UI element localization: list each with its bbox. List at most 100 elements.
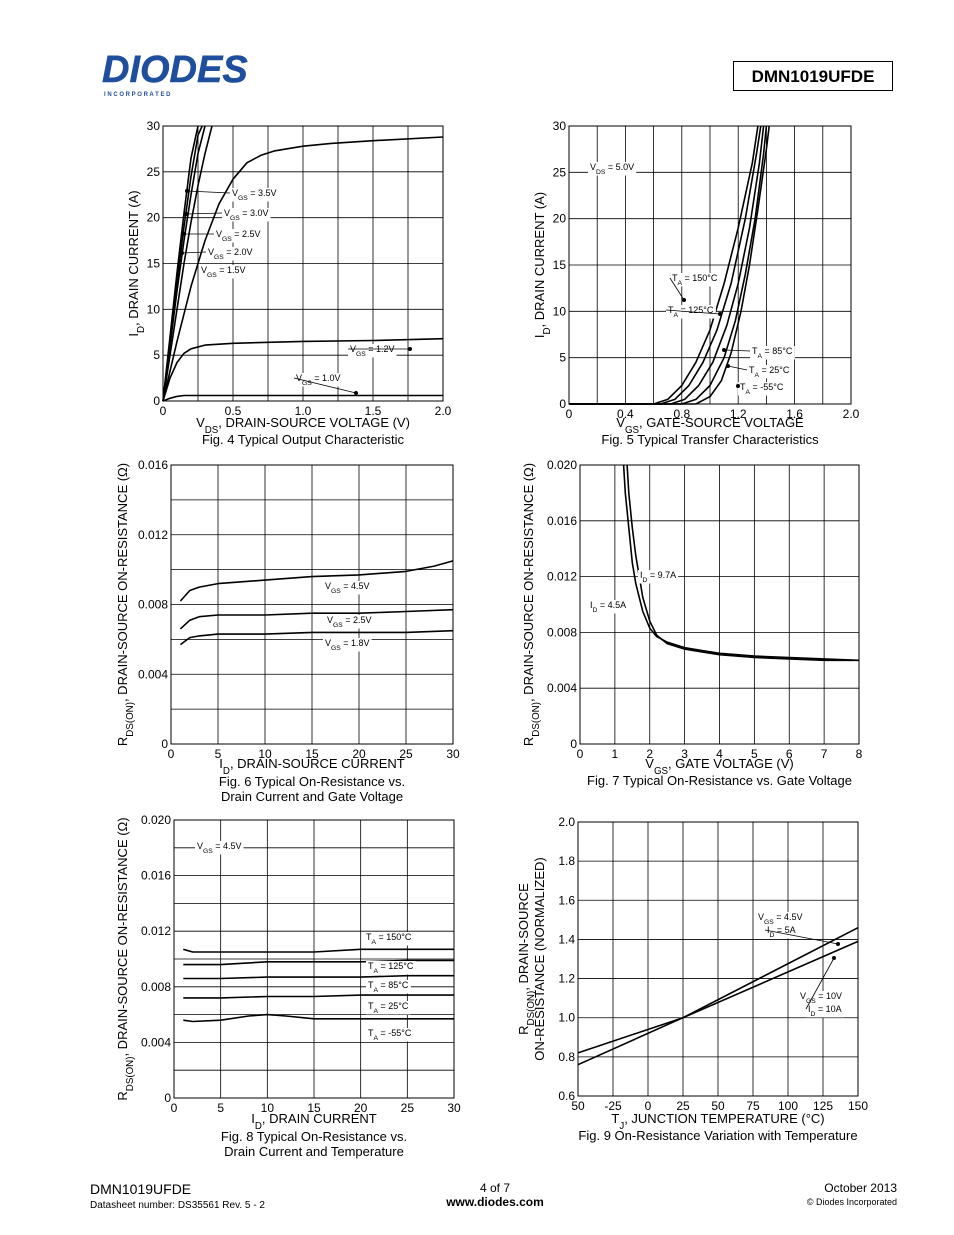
x-axis-label: VGS, GATE VOLTAGE (V)	[645, 756, 793, 777]
series-line-4	[162, 125, 213, 402]
y-tick-label: 25	[553, 165, 567, 179]
y-tick-label: 0.016	[547, 514, 577, 528]
x-tick-label: 1	[612, 747, 619, 761]
annotation-bg	[348, 344, 397, 358]
x-tick-label: 0.4	[617, 407, 634, 421]
x-tick-label: 25	[401, 1101, 415, 1115]
chart-4: 0 0.5 1.0 1.5 2.0 0 5 10 15 20 25 30 VGS = 3.5V VGS =…	[126, 119, 452, 447]
plot-frame	[579, 464, 860, 745]
series-line-5	[183, 1013, 454, 1023]
x-tick-label: 15	[305, 747, 319, 761]
series-annotation: TA = 85°C	[368, 980, 409, 994]
x-tick-label: 1.6	[786, 407, 803, 421]
plot-frame	[173, 819, 455, 1099]
series-annotation: VGS = 1.0V	[296, 373, 341, 387]
x-tick-label: 0	[645, 1099, 652, 1113]
annotation-bg	[806, 1004, 844, 1018]
series-line-1	[569, 125, 759, 405]
series-annotation: TA = 85°C	[752, 346, 793, 360]
annotation-leader	[293, 377, 357, 394]
series-annotation: TA = 25°C	[749, 365, 790, 379]
y-tick-label: 20	[553, 212, 567, 226]
annotation-arrowhead	[832, 956, 836, 960]
y-tick-label: 0.012	[141, 924, 171, 938]
annotation-bg	[366, 1001, 411, 1015]
series-annotation: TA = 25°C	[368, 1001, 409, 1015]
annotation-bg	[798, 991, 845, 1005]
y-tick-label: 0.008	[141, 980, 171, 994]
chart-7: 0 1 2 3 4 5 6 7 8 0 0.004 0.008 0.012 0.016 0.020 ID = …	[521, 458, 863, 788]
x-tick-label: 10	[258, 747, 272, 761]
annotation-bg	[323, 638, 372, 652]
annotation-bg	[756, 912, 805, 926]
series-line-3	[569, 125, 765, 405]
annotation-bg	[364, 932, 414, 946]
y-tick-label: 0.020	[547, 458, 577, 472]
y-tick-label: 0.012	[138, 528, 168, 542]
footer-url[interactable]: www.diodes.com	[446, 1195, 544, 1209]
x-axis-label: ID, DRAIN CURRENT	[251, 1111, 377, 1132]
plot-frame	[162, 125, 444, 402]
x-tick-label: 50	[711, 1099, 725, 1113]
x-tick-label: 15	[307, 1101, 321, 1115]
y-tick-label: 0.004	[138, 667, 168, 681]
y-tick-label: 0	[164, 1091, 171, 1105]
series-line-2	[183, 959, 454, 966]
x-tick-label: 0	[566, 407, 573, 421]
x-tick-label: 5	[751, 747, 758, 761]
series-line-2	[179, 608, 454, 630]
plot-frame	[568, 125, 852, 405]
annotation-bg	[765, 925, 798, 939]
annotation-bg	[325, 615, 374, 629]
figure-caption: Fig. 7 Typical On-Resistance vs. Gate Vo…	[587, 773, 852, 788]
y-tick-label: 30	[553, 119, 567, 133]
annotation-arrowhead	[836, 942, 840, 946]
figure-caption: Fig. 5 Typical Transfer Characteristics	[601, 432, 819, 447]
y-tick-label: 0.020	[141, 813, 171, 827]
series-annotation: VGS = 2.5V	[327, 615, 372, 629]
x-tick-label: 0.5	[225, 404, 242, 418]
logo-subtext: I N C O R P O R A T E D	[104, 92, 171, 98]
annotation-leader	[723, 349, 751, 352]
y-tick-label: 0	[559, 397, 566, 411]
y-axis-label: ID, DRAIN CURRENT (A)	[126, 190, 147, 336]
series-annotation: VGS = 10V	[800, 991, 842, 1005]
annotation-bg	[588, 162, 637, 176]
series-line-3	[162, 125, 206, 402]
footer-part: DMN1019UFDE	[90, 1181, 192, 1197]
annotation-bg	[206, 247, 255, 261]
x-tick-label: 8	[856, 747, 863, 761]
y-tick-label: 0.008	[547, 625, 577, 639]
plot-frame	[577, 821, 859, 1097]
series-annotation: VGS = 2.0V	[208, 247, 253, 261]
y-tick-label: 5	[559, 351, 566, 365]
series-annotation: TA = 125°C	[368, 961, 414, 975]
y-tick-label: 0.008	[138, 598, 168, 612]
y-tick-label: 0	[570, 737, 577, 751]
y-tick-label: 0	[161, 737, 168, 751]
annotation-bg	[199, 265, 248, 279]
annotation-bg	[638, 570, 679, 584]
chart-8: 0 5 10 15 20 25 30 0 0.004 0.008 0.012 0.016 0.020 VG…	[115, 813, 461, 1159]
annotation-bg	[747, 365, 792, 379]
annotation-leader	[805, 957, 835, 1010]
annotation-leader	[665, 309, 721, 315]
x-tick-label: 6	[786, 747, 793, 761]
annotation-bg	[195, 841, 244, 855]
y-tick-label: 5	[153, 348, 160, 362]
footer-datasheet: Datasheet number: DS35561 Rev. 5 - 2	[90, 1200, 265, 1211]
x-tick-label: 5	[215, 747, 222, 761]
annotation-bg	[670, 273, 720, 287]
y-axis-label: RDS(ON), DRAIN-SOURCE ON-RESISTANCE (Ω)	[521, 463, 542, 746]
x-axis-label: VDS, DRAIN-SOURCE VOLTAGE (V)	[196, 415, 410, 436]
plot-frame	[170, 464, 454, 745]
y-tick-label: 10	[147, 302, 161, 316]
footer-date: October 2013	[824, 1181, 897, 1195]
annotation-bg	[588, 600, 629, 614]
x-tick-label: 0	[160, 404, 167, 418]
series-line-2	[577, 940, 859, 1054]
x-tick-label: 2	[646, 747, 653, 761]
y-axis-label-line2: ON-RESISTANCE (NORMALIZED)	[532, 857, 547, 1060]
annotation-bg	[366, 961, 416, 975]
series-line-4	[183, 994, 454, 999]
